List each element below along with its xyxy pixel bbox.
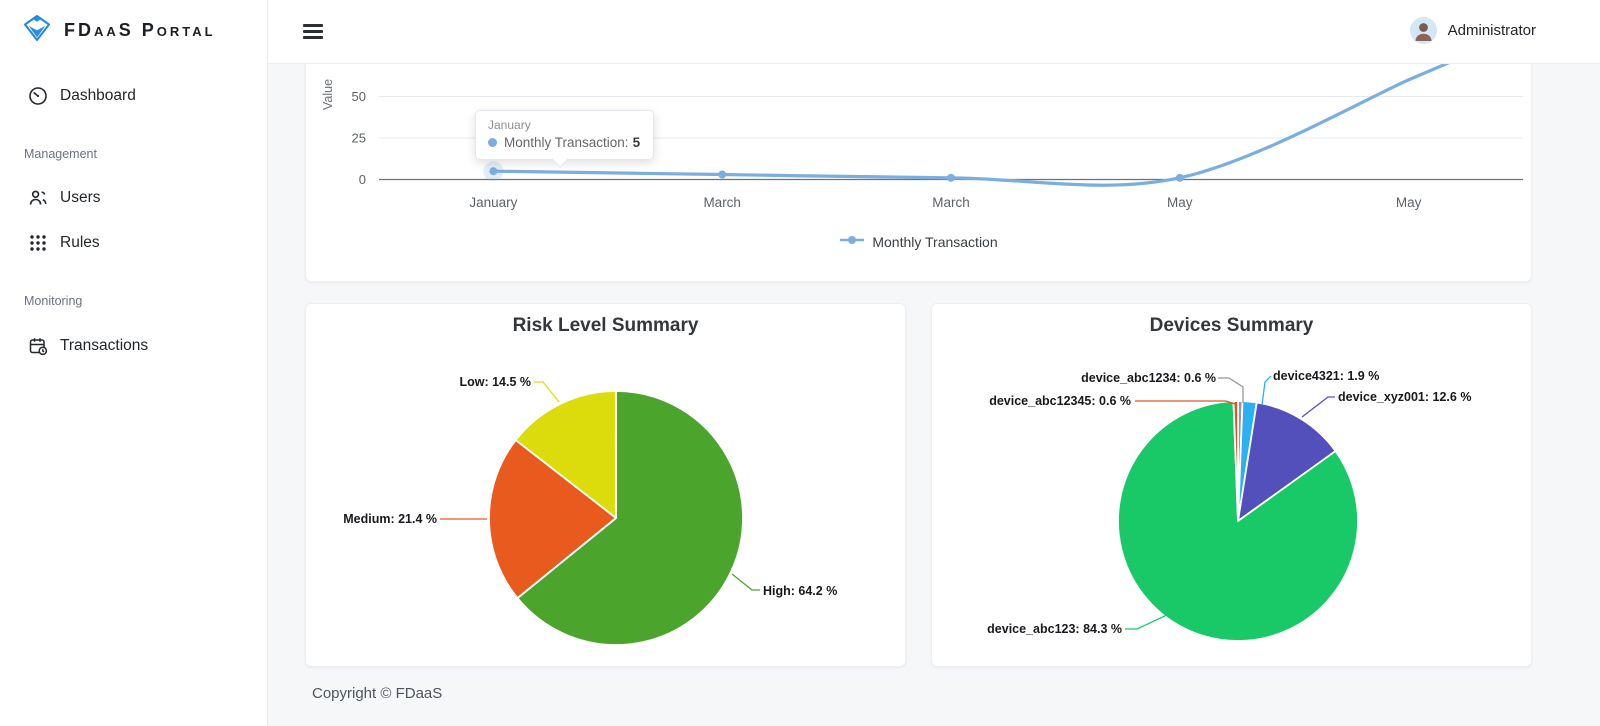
sidebar-item-label: Dashboard xyxy=(60,87,136,104)
tooltip-series: Monthly Transaction: xyxy=(504,135,629,150)
pie-label-line xyxy=(534,381,560,403)
y-tick-label: 50 xyxy=(352,89,366,104)
y-axis-label: Value xyxy=(321,79,335,110)
sidebar-item-dashboard[interactable]: Dashboard xyxy=(0,78,268,114)
y-tick-label: 25 xyxy=(352,131,366,146)
sidebar-item-rules[interactable]: Rules xyxy=(0,225,268,261)
sidebar-item-label: Transactions xyxy=(60,337,149,354)
rules-icon xyxy=(28,233,48,253)
legend-label: Monthly Transaction xyxy=(872,234,998,250)
hamburger-menu-icon[interactable] xyxy=(303,24,323,40)
tooltip-value: 5 xyxy=(632,135,641,150)
pie-label: device_abc1234: 0.6 % xyxy=(1081,371,1216,385)
dashboard-icon xyxy=(28,86,48,106)
sidebar-section-monitoring: Monitoring xyxy=(24,294,83,308)
pie-slice-device_xyz001[interactable] xyxy=(1237,401,1337,522)
monthly-transaction-chart-card: 0 25 50 Value January March March May May Januar… xyxy=(305,48,1532,282)
legend-item-monthly-transaction[interactable]: Monthly Transaction xyxy=(306,233,1531,251)
y-tick-label: 0 xyxy=(359,172,366,187)
sidebar-item-label: Rules xyxy=(60,234,100,251)
pie-slice-High[interactable] xyxy=(516,390,744,646)
main-content: 0 25 50 Value January March March May May Januar… xyxy=(268,48,1600,726)
chart-tooltip: January Monthly Transaction: 5 xyxy=(475,110,655,160)
devices-pie-chart: device_abc1234: 0.6 % device4321: 1.9 % de… xyxy=(987,369,1471,642)
pie-label: device4321: 1.9 % xyxy=(1273,369,1379,383)
copyright-text: Copyright © FDaaS xyxy=(312,685,443,702)
pie-slice-Medium[interactable] xyxy=(488,439,617,600)
line-chart-point[interactable] xyxy=(489,167,498,176)
line-series xyxy=(491,48,1479,187)
line-chart-point[interactable] xyxy=(947,173,955,182)
tooltip-category: January xyxy=(488,118,531,132)
top-header: Administrator xyxy=(268,0,1600,64)
users-icon xyxy=(28,188,48,208)
sidebar-item-transactions[interactable]: Transactions xyxy=(0,328,268,364)
line-chart-point[interactable] xyxy=(718,170,727,179)
risk-level-summary-card: Risk Level Summary High: 64.2 % Medium: 2… xyxy=(305,303,906,667)
sidebar: FDaaS Portal Dashboard Management Users xyxy=(0,0,268,726)
pie-label: High: 64.2 % xyxy=(763,584,837,598)
pie-label-line xyxy=(1125,613,1170,630)
pie-label: device_abc12345: 0.6 % xyxy=(989,394,1131,408)
risk-chart-title: Risk Level Summary xyxy=(512,315,699,336)
sidebar-section-management: Management xyxy=(24,147,97,161)
gem-logo-icon xyxy=(22,13,52,48)
x-tick-label: March xyxy=(932,195,970,210)
app-title: FDaaS Portal xyxy=(64,20,216,40)
pie-label-line xyxy=(1135,400,1236,405)
devices-chart-title: Devices Summary xyxy=(1149,315,1314,336)
pie-label-line xyxy=(1218,377,1244,403)
risk-level-pie-chart: High: 64.2 % Medium: 21.4 % Low: 14.5 % xyxy=(343,375,837,646)
x-tick-label: May xyxy=(1167,195,1193,210)
app-logo[interactable]: FDaaS Portal xyxy=(22,13,216,48)
line-chart-point[interactable] xyxy=(1175,173,1184,182)
series-dot-icon xyxy=(488,138,497,147)
pie-label: device_xyz001: 12.6 % xyxy=(1338,390,1471,404)
x-tick-label: March xyxy=(703,195,741,210)
pie-label-line xyxy=(731,573,760,591)
x-tick-label: January xyxy=(469,195,517,210)
pie-slice-device_abc12345[interactable] xyxy=(1232,400,1239,522)
x-tick-label: May xyxy=(1396,195,1422,210)
avatar xyxy=(1409,17,1437,44)
pie-slice-Low[interactable] xyxy=(514,390,617,519)
legend-marker-icon xyxy=(839,233,865,251)
sidebar-item-users[interactable]: Users xyxy=(0,180,268,216)
pie-label-line xyxy=(1301,396,1335,418)
user-name: Administrator xyxy=(1447,22,1536,39)
pie-label: device_abc123: 84.3 % xyxy=(987,622,1122,636)
devices-summary-card: Devices Summary device_abc1234: 0.6 % dev… xyxy=(931,303,1532,667)
pie-label: Low: 14.5 % xyxy=(459,375,531,389)
transactions-icon xyxy=(28,336,48,356)
user-menu[interactable]: Administrator xyxy=(1409,17,1536,44)
sidebar-item-label: Users xyxy=(60,189,101,206)
pie-label-line xyxy=(1261,375,1272,406)
pie-label: Medium: 21.4 % xyxy=(343,512,437,526)
